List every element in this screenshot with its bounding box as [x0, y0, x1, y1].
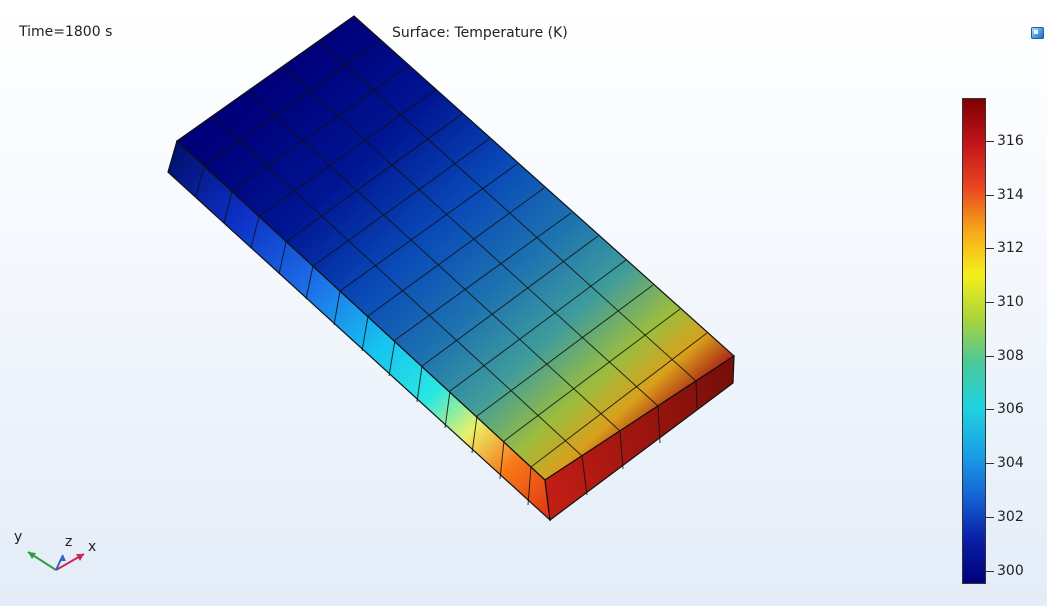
color-legend-tick [986, 195, 994, 196]
color-legend-tick-label: 304 [997, 455, 1024, 471]
color-legend-tick-label: 308 [997, 348, 1024, 364]
top-mesh-grid [203, 39, 708, 468]
time-label: Time=1800 s [19, 24, 113, 40]
color-legend-tick [986, 517, 994, 518]
color-legend-tick [986, 141, 994, 142]
z-axis-arrowhead [59, 555, 66, 561]
x-axis-label: x [88, 539, 96, 555]
color-legend-tick-label: 306 [997, 401, 1024, 417]
front-mesh-grid [195, 165, 532, 506]
color-legend-bar [962, 98, 986, 584]
color-legend-tick-label: 316 [997, 133, 1024, 149]
x-axis-arrowhead [76, 554, 84, 561]
slab-end-face [544, 354, 735, 522]
color-legend-tick [986, 463, 994, 464]
window-icon[interactable] [1031, 27, 1044, 39]
color-legend-tick [986, 356, 994, 357]
color-legend-tick-label: 310 [997, 294, 1024, 310]
y-axis-label: y [14, 529, 22, 545]
z-axis-label: z [65, 534, 72, 550]
color-legend-tick [986, 571, 994, 572]
y-axis-arrowhead [28, 552, 36, 559]
color-legend-tick [986, 409, 994, 410]
axis-orientation-triad: y z x [14, 529, 96, 571]
color-legend-tick [986, 248, 994, 249]
color-legend-tick-label: 300 [997, 563, 1024, 579]
color-legend-tick-label: 314 [997, 187, 1024, 203]
plot-title: Surface: Temperature (K) [392, 25, 568, 41]
end-mesh-grid [581, 380, 698, 496]
color-legend-tick [986, 302, 994, 303]
color-legend-tick-label: 312 [997, 240, 1024, 256]
color-legend-tick-label: 302 [997, 509, 1024, 525]
